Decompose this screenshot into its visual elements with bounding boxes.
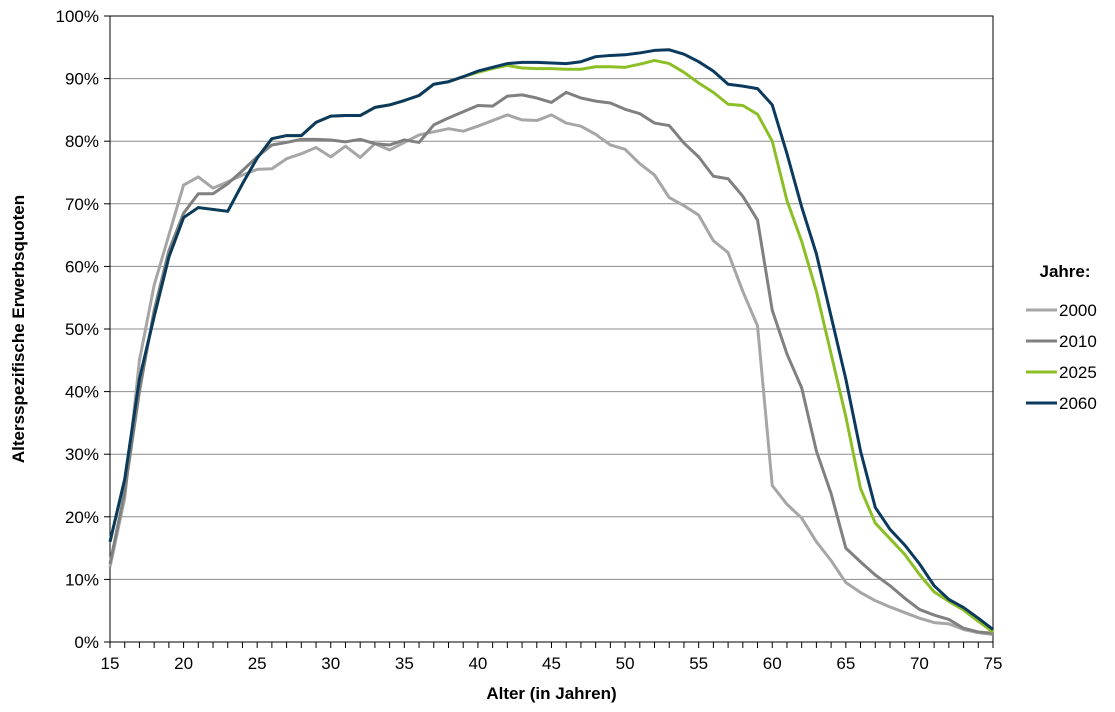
legend-label-2000: 2000: [1059, 301, 1097, 320]
x-tick-label-30: 30: [321, 654, 340, 673]
x-tick-label-70: 70: [910, 654, 929, 673]
legend-label-2010: 2010: [1059, 332, 1097, 351]
y-axis-tick-labels: 0% 10% 20% 30% 40% 50% 60% 70% 80% 90% 100%: [56, 7, 99, 652]
series-line-2025: [108, 58, 994, 634]
gridlines: [110, 15, 993, 580]
axis-ticks: [104, 15, 994, 648]
legend-label-2025: 2025: [1059, 363, 1097, 382]
y-tick-label-100: 100%: [56, 7, 99, 26]
y-tick-label-90: 90%: [65, 70, 99, 89]
x-tick-label-50: 50: [616, 654, 635, 673]
x-tick-label-20: 20: [174, 654, 193, 673]
series-line-2060: [108, 48, 994, 631]
x-axis-title: Alter (in Jahren): [486, 684, 616, 703]
legend-label-2060: 2060: [1059, 394, 1097, 413]
x-tick-label-35: 35: [395, 654, 414, 673]
x-tick-label-45: 45: [542, 654, 561, 673]
legend: Jahre: 2000 2010 2025 2060: [1026, 262, 1097, 413]
y-tick-label-80: 80%: [65, 132, 99, 151]
y-tick-label-10: 10%: [65, 570, 99, 589]
y-tick-label-20: 20%: [65, 508, 99, 527]
x-tick-label-15: 15: [101, 654, 120, 673]
y-tick-label-60: 60%: [65, 257, 99, 276]
y-tick-label-30: 30%: [65, 445, 99, 464]
y-tick-label-0: 0%: [74, 633, 99, 652]
x-tick-label-55: 55: [689, 654, 708, 673]
x-tick-label-25: 25: [248, 654, 267, 673]
series-line-2000: [108, 113, 994, 636]
x-tick-label-65: 65: [836, 654, 855, 673]
y-tick-label-40: 40%: [65, 383, 99, 402]
y-tick-label-50: 50%: [65, 320, 99, 339]
x-axis-tick-labels: 15 20 25 30 35 40 45 50 55 60 65 70 75: [101, 654, 1003, 673]
legend-title: Jahre:: [1039, 262, 1090, 281]
y-tick-label-70: 70%: [65, 195, 99, 214]
x-tick-label-40: 40: [468, 654, 487, 673]
y-axis-title: Altersspezifische Erwerbsquoten: [9, 195, 28, 463]
x-tick-label-75: 75: [984, 654, 1003, 673]
series-lines: [108, 48, 994, 636]
x-tick-label-60: 60: [763, 654, 782, 673]
